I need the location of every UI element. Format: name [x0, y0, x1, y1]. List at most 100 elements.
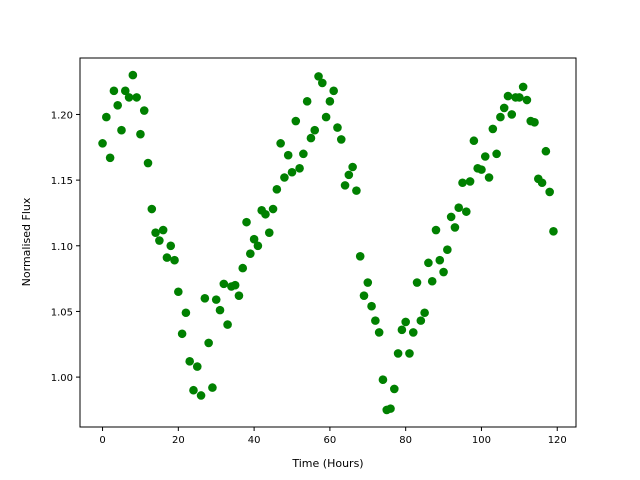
- point: [431, 225, 441, 235]
- point: [515, 93, 524, 102]
- point: [477, 165, 486, 174]
- point: [249, 234, 259, 244]
- point: [446, 212, 456, 222]
- point: [283, 150, 293, 160]
- point: [329, 86, 338, 96]
- x-tick-label: 0: [99, 435, 105, 446]
- point: [310, 125, 320, 135]
- point: [102, 112, 111, 122]
- x-tick-label: 100: [472, 435, 491, 446]
- point: [132, 93, 141, 102]
- point: [155, 236, 164, 245]
- point: [401, 317, 410, 327]
- point: [177, 329, 187, 339]
- x-tick-label: 40: [248, 435, 261, 446]
- point: [492, 149, 501, 159]
- point: [170, 255, 179, 265]
- point: [367, 301, 376, 311]
- point: [242, 217, 251, 227]
- plot-frame: [79, 57, 577, 428]
- point: [261, 209, 270, 219]
- point: [344, 170, 354, 180]
- point: [458, 178, 467, 188]
- point: [174, 287, 183, 297]
- y-tick-label: 1.00: [51, 373, 73, 384]
- point: [333, 123, 342, 132]
- point: [200, 294, 210, 303]
- point: [484, 173, 494, 182]
- point: [439, 267, 448, 277]
- point: [158, 225, 168, 235]
- y-tick-label: 1.10: [51, 242, 73, 253]
- point: [192, 362, 202, 371]
- point: [166, 241, 176, 251]
- point: [454, 203, 464, 213]
- point: [325, 97, 335, 106]
- point: [469, 136, 479, 146]
- point: [390, 384, 399, 394]
- point: [435, 255, 445, 265]
- point: [117, 125, 126, 135]
- point: [124, 93, 134, 102]
- point: [246, 249, 255, 258]
- point: [340, 181, 350, 190]
- point: [253, 241, 263, 251]
- point: [450, 223, 460, 232]
- point: [268, 204, 278, 214]
- point: [530, 118, 539, 127]
- point: [128, 70, 138, 80]
- point: [465, 177, 475, 186]
- y-tick-label: 1.05: [51, 307, 73, 318]
- point: [223, 320, 232, 329]
- point: [371, 316, 380, 325]
- point: [393, 349, 403, 358]
- point: [276, 139, 285, 148]
- x-axis-label: Time (Hours): [291, 457, 363, 470]
- point: [113, 100, 123, 110]
- point: [162, 253, 172, 262]
- point: [143, 158, 153, 168]
- point: [120, 86, 130, 96]
- point: [462, 207, 471, 216]
- point: [151, 228, 160, 237]
- point: [499, 103, 509, 113]
- point: [488, 124, 498, 134]
- point: [336, 135, 346, 144]
- y-tick-label: 1.20: [51, 110, 73, 121]
- point: [291, 116, 301, 126]
- point: [295, 164, 304, 173]
- point: [374, 328, 384, 337]
- point: [412, 278, 422, 287]
- point: [359, 291, 369, 300]
- point: [545, 187, 554, 197]
- point: [424, 258, 433, 268]
- point: [185, 357, 194, 366]
- point: [480, 152, 490, 161]
- point: [181, 308, 191, 318]
- point: [443, 245, 452, 255]
- point: [537, 178, 547, 188]
- point: [518, 82, 528, 92]
- point: [321, 112, 331, 122]
- point: [405, 349, 414, 358]
- point: [363, 278, 373, 287]
- point: [136, 129, 145, 139]
- point: [507, 110, 517, 119]
- point: [397, 325, 407, 335]
- point: [280, 173, 289, 182]
- point: [318, 78, 327, 88]
- point: [541, 146, 551, 156]
- x-tick-label: 20: [172, 435, 185, 446]
- point: [238, 263, 248, 273]
- point: [420, 308, 429, 318]
- point: [105, 153, 115, 163]
- point: [503, 91, 513, 101]
- point: [355, 251, 365, 261]
- point: [314, 72, 323, 81]
- point: [549, 227, 558, 236]
- point: [264, 228, 274, 237]
- point: [427, 276, 437, 286]
- point: [352, 186, 361, 195]
- point: [147, 204, 157, 214]
- point: [299, 149, 308, 159]
